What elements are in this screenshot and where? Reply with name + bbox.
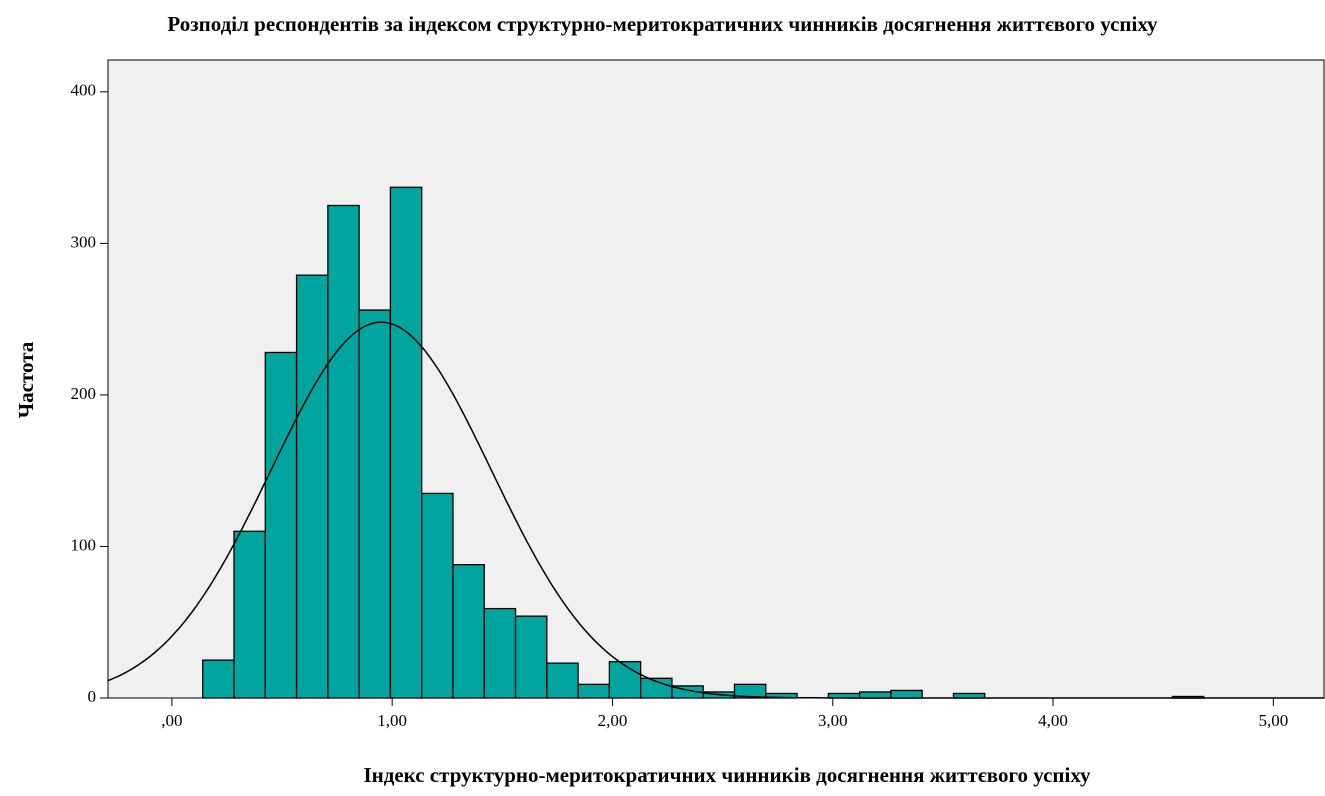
bar <box>733 683 767 699</box>
x-tick-label: 5,00 <box>1258 711 1288 730</box>
bar <box>233 530 266 699</box>
x-axis-label: Індекс структурно-меритократичних чинник… <box>363 763 1091 787</box>
x-tick-label: 4,00 <box>1038 711 1068 730</box>
bar <box>483 607 517 699</box>
bar <box>389 186 423 699</box>
bar <box>858 691 892 699</box>
normal-curve <box>107 321 1324 699</box>
bar <box>608 660 642 699</box>
y-tick-label: 300 <box>71 232 97 251</box>
x-tick-label: 2,00 <box>598 711 628 730</box>
bar <box>890 689 923 699</box>
y-tick-label: 100 <box>71 535 97 554</box>
y-tick-label: 0 <box>88 687 97 706</box>
bar <box>202 659 235 699</box>
bar <box>295 274 329 699</box>
chart-title: Розподіл респондентів за індексом структ… <box>167 12 1158 36</box>
bar <box>264 351 298 699</box>
y-axis-label: Частота <box>14 341 38 418</box>
x-tick-label: 3,00 <box>818 711 848 730</box>
bar <box>577 683 611 699</box>
x-tick-label: ,00 <box>161 711 182 730</box>
x-tick-label: 1,00 <box>377 711 407 730</box>
y-tick-label: 400 <box>71 81 97 100</box>
bar <box>358 309 392 699</box>
bar <box>327 204 360 699</box>
y-tick-label: 200 <box>71 384 97 403</box>
bar <box>452 563 485 699</box>
bar <box>421 492 454 699</box>
bar <box>514 615 548 699</box>
bar <box>546 662 579 699</box>
